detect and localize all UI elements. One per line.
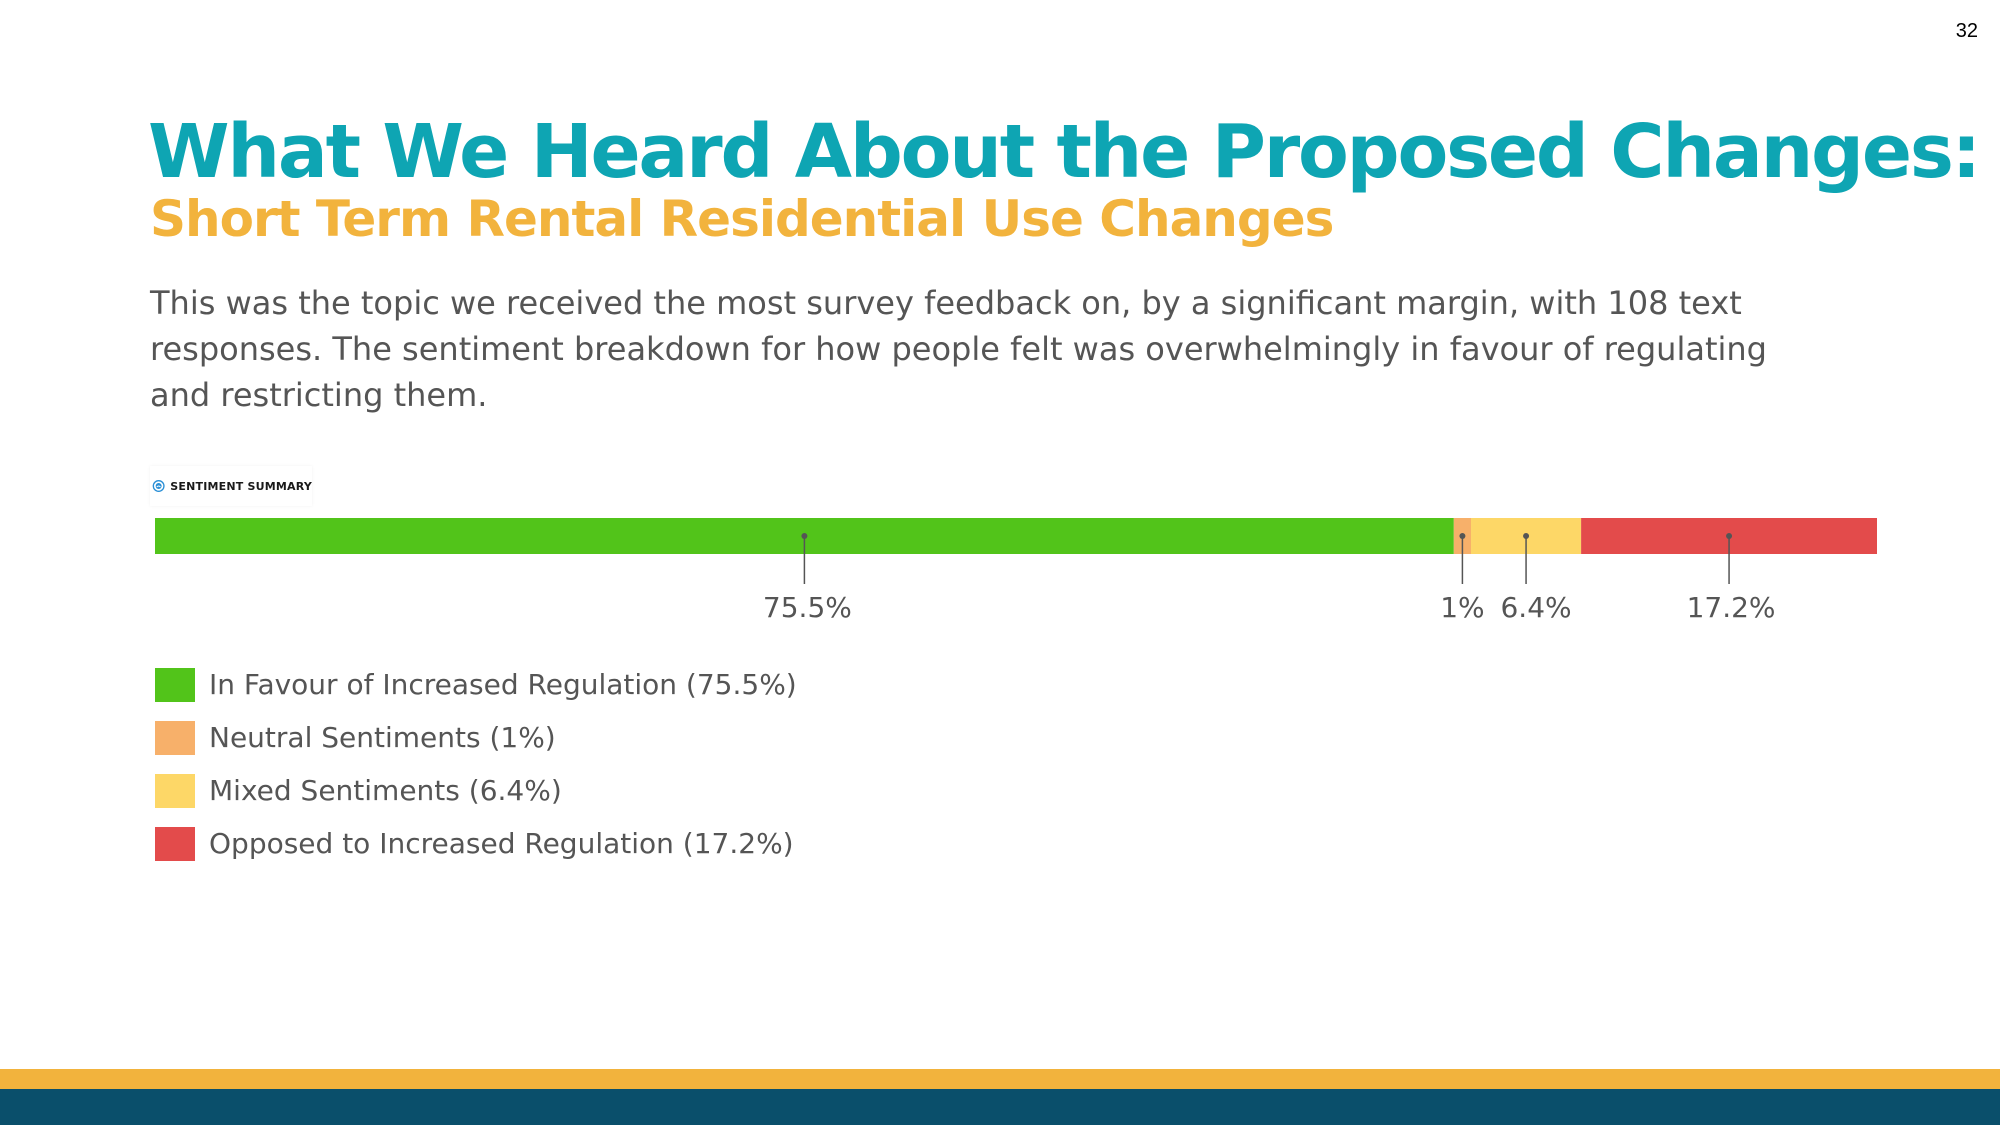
value-label-mixed: 6.4% (1500, 591, 1571, 624)
legend-swatch-neutral (155, 720, 195, 755)
legend-label-in-favour: In Favour of Increased Regulation (75.5%… (209, 668, 797, 701)
sentiment-summary-header: SENTIMENT SUMMARY (150, 466, 312, 506)
legend-swatch-mixed (155, 773, 195, 808)
legend-label-opposed: Opposed to Increased Regulation (17.2%) (209, 827, 794, 860)
legend-label-mixed: Mixed Sentiments (6.4%) (209, 774, 562, 807)
value-label-opposed: 17.2% (1687, 591, 1776, 624)
legend-swatch-in-favour (155, 667, 195, 702)
footer-blue-band (0, 1089, 2000, 1125)
value-label-neutral: 1% (1440, 591, 1484, 624)
legend-item-in-favour: In Favour of Increased Regulation (75.5%… (155, 658, 797, 711)
sentiment-summary-label: SENTIMENT SUMMARY (170, 479, 312, 493)
topic-description: This was the topic we received the most … (150, 284, 1767, 414)
legend-item-mixed: Mixed Sentiments (6.4%) (155, 764, 797, 817)
page-subtitle: Short Term Rental Residential Use Change… (150, 190, 1334, 248)
page-number: 32 (1955, 20, 1978, 42)
value-label-in-favour: 75.5% (763, 591, 852, 624)
page-title: What We Heard About the Proposed Changes… (148, 109, 1981, 195)
chart-legend: In Favour of Increased Regulation (75.5%… (155, 658, 797, 870)
sentiment-logo-icon (152, 480, 165, 492)
legend-item-opposed: Opposed to Increased Regulation (17.2%) (155, 817, 797, 870)
sentiment-stacked-bar-chart: 75.5% 1% 6.4% 17.2% (155, 518, 1877, 624)
legend-item-neutral: Neutral Sentiments (1%) (155, 711, 797, 764)
footer-gold-band (0, 1069, 2000, 1089)
legend-label-neutral: Neutral Sentiments (1%) (209, 721, 556, 754)
legend-swatch-opposed (155, 826, 195, 861)
